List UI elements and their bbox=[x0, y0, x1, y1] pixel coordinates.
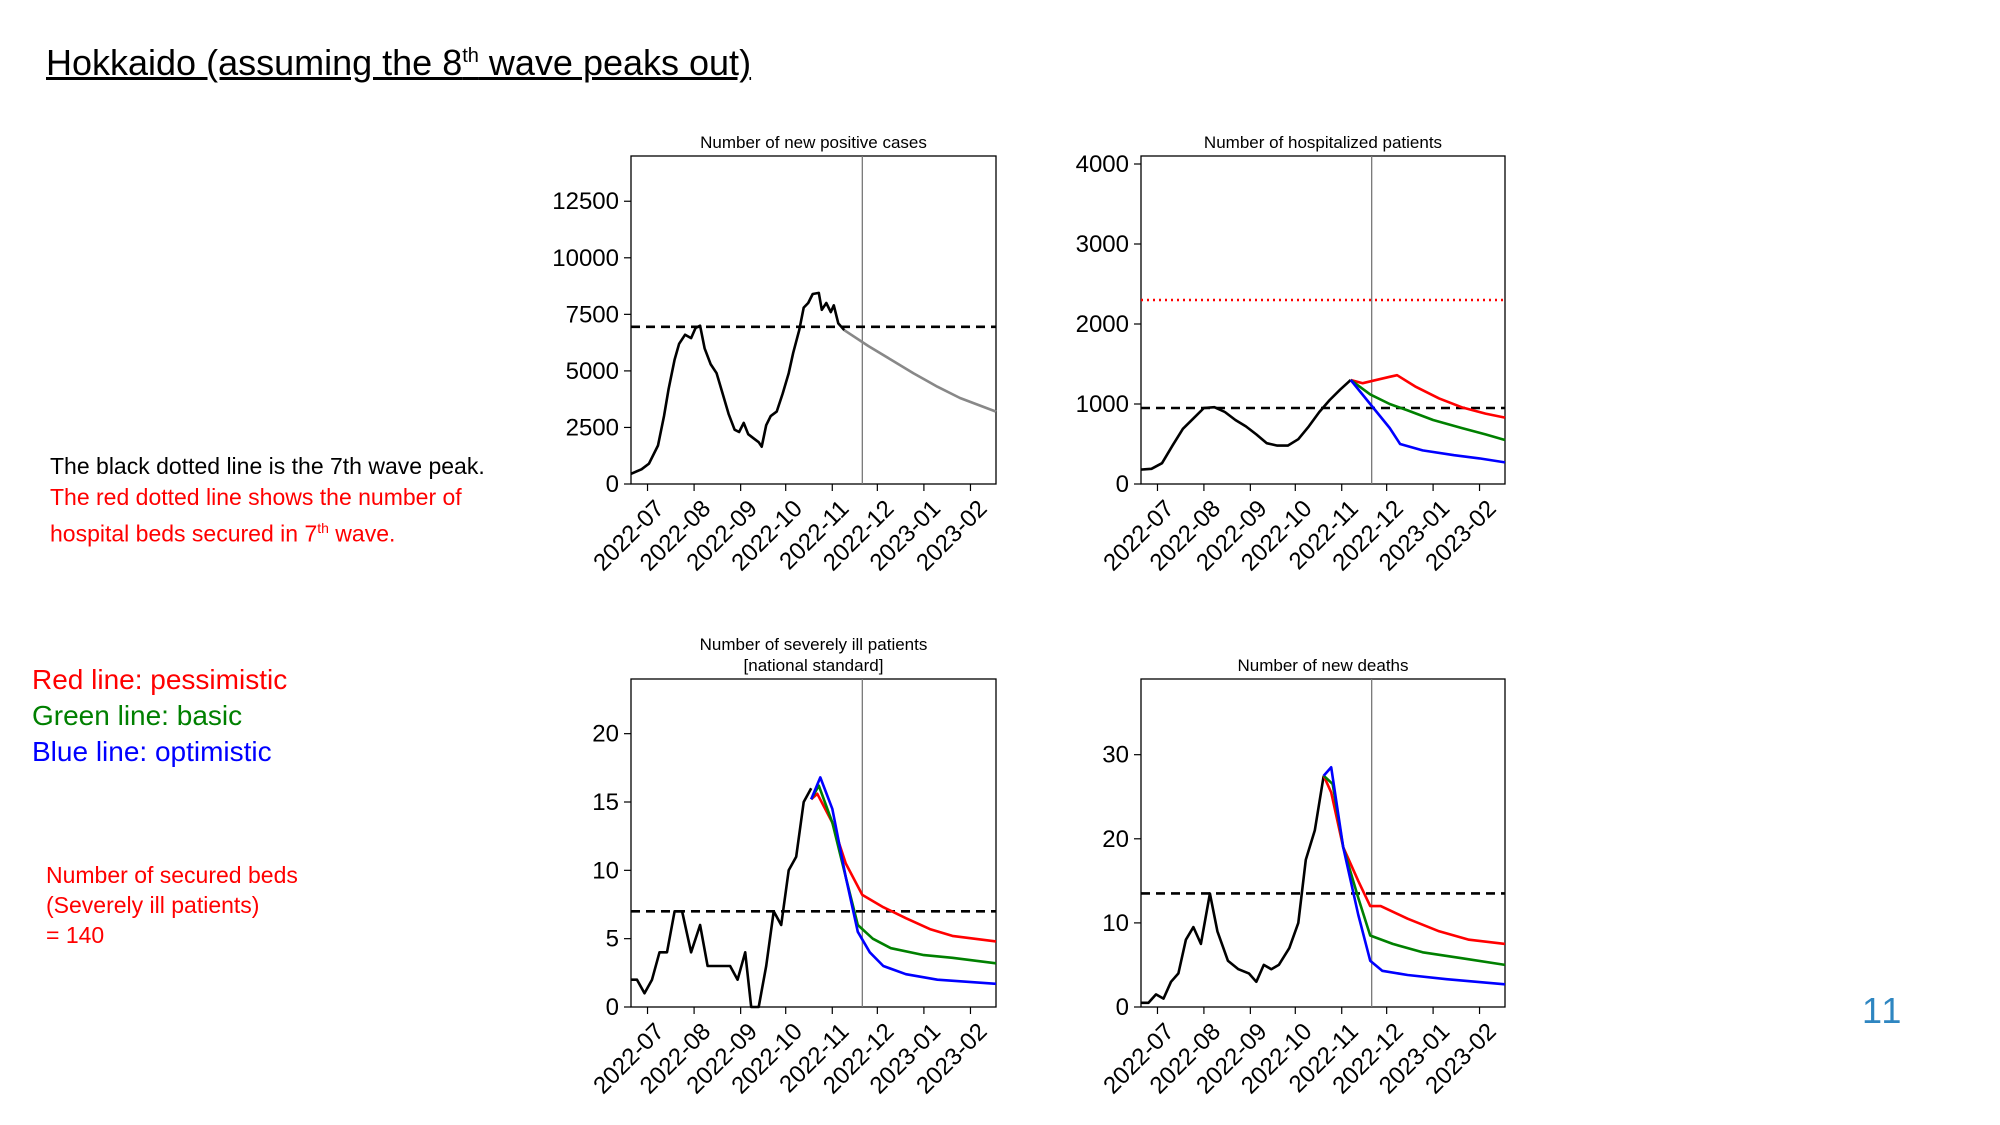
chart-panel-2: Number of hospitalized patients 0 1000 2000… bbox=[1076, 133, 1506, 576]
series-optimistic bbox=[1349, 379, 1506, 464]
plot-frame bbox=[1140, 155, 1506, 485]
scenario-legend: Red line: pessimistic Green line: basic … bbox=[32, 662, 287, 770]
plot-frame bbox=[1140, 678, 1506, 1008]
secured-beds-note: Number of secured beds (Severely ill pat… bbox=[46, 860, 298, 950]
black-line-note: The black dotted line is the 7th wave pe… bbox=[50, 453, 485, 479]
y-tick-label: 0 bbox=[1116, 471, 1129, 498]
red-line-note-2: hospital beds secured in 7th wave. bbox=[50, 520, 396, 547]
page-number: 11 bbox=[1862, 990, 1904, 1031]
series-pessimistic bbox=[1322, 775, 1506, 946]
chart-panel-1: Number of new positive cases 0 2500 5000 750… bbox=[552, 133, 997, 576]
y-tick-label: 0 bbox=[606, 994, 619, 1021]
legend-pessimistic: Red line: pessimistic bbox=[32, 664, 288, 695]
chart-panel-4: Number of new deaths01020302022-072022-0… bbox=[1098, 656, 1506, 1099]
secured-beds-line-3: = 140 bbox=[46, 922, 105, 948]
secured-beds-line-1: Number of secured beds bbox=[46, 862, 298, 888]
y-tick-label: 1000 bbox=[1076, 391, 1129, 418]
chart-title: Number of hospitalized patients bbox=[1204, 133, 1442, 152]
y-tick-label: 12500 bbox=[552, 188, 619, 215]
plot-frame bbox=[630, 155, 997, 485]
legend-optimistic: Blue line: optimistic bbox=[32, 736, 272, 767]
series-actual bbox=[1140, 379, 1352, 471]
y-tick-label: 5000 bbox=[566, 358, 619, 385]
series-projection bbox=[843, 329, 997, 413]
y-tick-label: 30 bbox=[1102, 742, 1129, 769]
plot-frame bbox=[630, 678, 997, 1008]
y-tick-label: 15 bbox=[592, 789, 619, 816]
red-line-note-1: The red dotted line shows the number of bbox=[50, 484, 462, 510]
y-tick-label: 20 bbox=[592, 721, 619, 748]
series-basic bbox=[1349, 378, 1506, 442]
secured-beds-line-2: (Severely ill patients) bbox=[46, 892, 260, 918]
y-tick-label: 10 bbox=[592, 857, 619, 884]
series-basic bbox=[810, 784, 997, 965]
chart-title: Number of new deaths bbox=[1237, 656, 1408, 675]
y-tick-label: 0 bbox=[1116, 994, 1129, 1021]
y-tick-label: 2000 bbox=[1076, 311, 1129, 338]
series-optimistic bbox=[809, 776, 997, 986]
y-tick-label: 5 bbox=[606, 926, 619, 953]
series-basic bbox=[1322, 774, 1506, 967]
chart-title: [national standard] bbox=[744, 656, 884, 675]
y-tick-label: 0 bbox=[606, 471, 619, 498]
y-tick-label: 3000 bbox=[1076, 231, 1129, 258]
series-pessimistic bbox=[1350, 373, 1506, 419]
series-actual bbox=[631, 787, 813, 1009]
y-tick-label: 20 bbox=[1102, 826, 1129, 853]
series-actual bbox=[1141, 775, 1325, 1005]
legend-basic: Green line: basic bbox=[32, 700, 243, 731]
series-optimistic bbox=[1322, 765, 1506, 986]
series-pessimistic bbox=[810, 792, 997, 943]
chart-panel-3: Number of severely ill patients [national… bbox=[588, 635, 997, 1099]
series-actual bbox=[630, 291, 846, 475]
y-tick-label: 10 bbox=[1102, 910, 1129, 937]
slide-title: Hokkaido (assuming the 8th wave peaks ou… bbox=[46, 42, 752, 83]
y-tick-label: 2500 bbox=[566, 414, 619, 441]
y-tick-label: 7500 bbox=[566, 301, 619, 328]
y-tick-label: 10000 bbox=[552, 245, 619, 272]
chart-title: Number of severely ill patients bbox=[700, 635, 928, 654]
y-tick-label: 4000 bbox=[1076, 151, 1129, 178]
chart-title: Number of new positive cases bbox=[700, 133, 927, 152]
